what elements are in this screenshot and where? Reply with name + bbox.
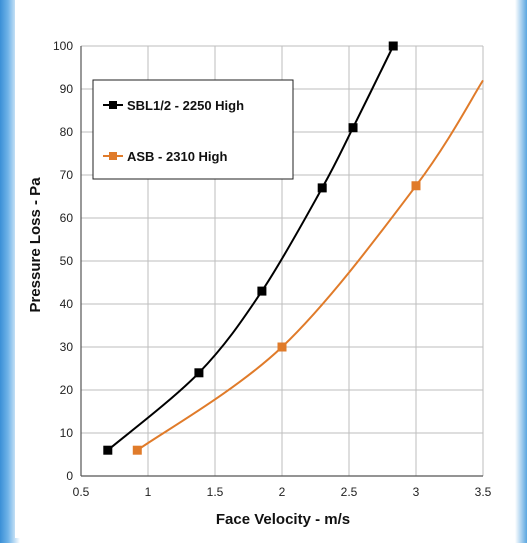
x-tick-label: 1.5 <box>207 485 224 499</box>
data-point-series-0 <box>388 41 398 51</box>
legend-label-sbl: SBL1/2 - 2250 High <box>127 98 244 113</box>
y-tick-label: 50 <box>60 254 74 268</box>
data-point-series-1 <box>277 342 287 352</box>
y-tick-label: 0 <box>66 469 73 483</box>
pressure-loss-chart: 0.5 1 1.5 2 2.5 3 3.5 0 10 20 30 40 50 60 70 80 90 100 Fa… <box>27 39 492 528</box>
data-point-series-1 <box>132 445 142 455</box>
legend-marker-asb <box>109 152 117 160</box>
y-tick-label: 40 <box>60 297 74 311</box>
x-axis-label: Face Velocity - m/s <box>216 511 350 528</box>
series-line-0 <box>107 45 395 451</box>
y-tick-label: 100 <box>53 39 73 53</box>
axes <box>80 46 483 477</box>
y-tick-label: 80 <box>60 125 74 139</box>
data-point-series-0 <box>194 368 204 378</box>
x-tick-label: 1 <box>145 485 152 499</box>
legend-box <box>92 79 294 180</box>
series-line-1 <box>136 79 484 452</box>
y-tick-label: 60 <box>60 211 74 225</box>
y-tick-label: 90 <box>60 82 74 96</box>
x-tick-label: 2 <box>279 485 286 499</box>
x-tick-label: 3 <box>413 485 420 499</box>
data-point-series-1 <box>411 181 421 191</box>
tick-labels: 0.5 1 1.5 2 2.5 3 3.5 0 10 20 30 40 50 60 70 80 90 100 <box>53 39 492 499</box>
data-point-series-0 <box>348 123 358 133</box>
y-tick-label: 20 <box>60 383 74 397</box>
chart-container: 0.5 1 1.5 2 2.5 3 3.5 0 10 20 30 40 50 60 70 80 90 100 Fa… <box>15 0 515 538</box>
data-point-series-0 <box>257 286 267 296</box>
x-tick-label: 2.5 <box>341 485 358 499</box>
legend-marker-sbl <box>109 101 117 109</box>
data-point-series-0 <box>317 183 327 193</box>
legend: SBL1/2 - 2250 High ASB - 2310 High <box>92 79 294 180</box>
series-group <box>103 41 484 455</box>
y-axis-label: Pressure Loss - Pa <box>27 177 44 313</box>
data-point-series-0 <box>103 445 113 455</box>
legend-label-asb: ASB - 2310 High <box>127 149 227 164</box>
y-tick-label: 70 <box>60 168 74 182</box>
y-tick-label: 30 <box>60 340 74 354</box>
x-tick-label: 0.5 <box>73 485 90 499</box>
y-tick-label: 10 <box>60 426 74 440</box>
x-tick-label: 3.5 <box>475 485 492 499</box>
